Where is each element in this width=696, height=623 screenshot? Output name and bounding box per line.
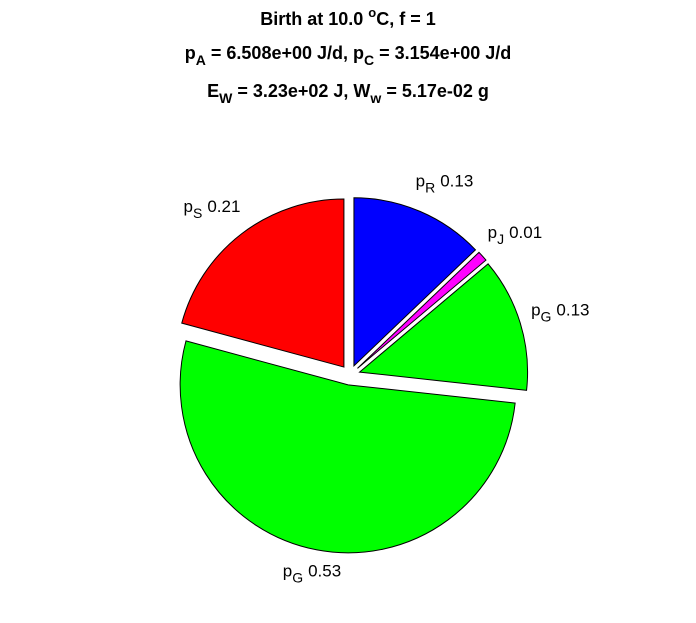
label-sub: S bbox=[193, 205, 202, 221]
label-value: 0.21 bbox=[207, 197, 240, 216]
label-sub: R bbox=[425, 180, 435, 196]
slice-label: pR 0.13 bbox=[416, 172, 474, 196]
title-line: pA = 6.508e+00 J/d, pC = 3.154e+00 J/d bbox=[185, 43, 511, 68]
title-text: C, f = 1 bbox=[376, 9, 436, 29]
pie-slice bbox=[353, 197, 477, 367]
label-name: p bbox=[416, 172, 425, 191]
label-name: p bbox=[184, 197, 193, 216]
title: Birth at 10.0 oC, f = 1 pA = 6.508e+00 J/… bbox=[185, 5, 511, 106]
pie-slice bbox=[358, 263, 529, 391]
label-name: p bbox=[283, 561, 292, 580]
title-sub: W bbox=[219, 90, 233, 106]
title-text: = 5.17e-02 g bbox=[381, 81, 489, 101]
pie-slice bbox=[181, 198, 345, 368]
title-text: E bbox=[207, 81, 219, 101]
title-text: = 3.154e+00 J/d bbox=[374, 43, 511, 63]
title-text: = 6.508e+00 J/d, p bbox=[206, 43, 364, 63]
slice-label: pG 0.13 bbox=[531, 300, 589, 324]
label-value: 0.13 bbox=[556, 300, 589, 319]
label-sub: G bbox=[541, 308, 552, 324]
title-sub: A bbox=[196, 52, 206, 68]
label-name: p bbox=[488, 223, 497, 242]
title-line: EW = 3.23e+02 J, Ww = 5.17e-02 g bbox=[207, 81, 489, 106]
title-text: = 3.23e+02 J, W bbox=[232, 81, 370, 101]
title-text: p bbox=[185, 43, 196, 63]
label-value: 0.13 bbox=[440, 172, 473, 191]
slice-label: pS 0.21 bbox=[184, 197, 241, 221]
title-sub: w bbox=[369, 90, 381, 106]
label-name: p bbox=[531, 300, 540, 319]
pie-slice bbox=[179, 340, 516, 554]
title-text: Birth at 10.0 bbox=[260, 9, 368, 29]
label-sub: G bbox=[292, 569, 303, 585]
pie-slice bbox=[357, 251, 487, 369]
slice-label: pJ 0.01 bbox=[488, 223, 543, 247]
label-value: 0.53 bbox=[308, 561, 341, 580]
title-line: Birth at 10.0 oC, f = 1 bbox=[260, 5, 436, 29]
label-sub: J bbox=[497, 231, 504, 247]
pie bbox=[179, 197, 529, 554]
slice-label: pG 0.53 bbox=[283, 561, 341, 585]
label-value: 0.01 bbox=[509, 223, 542, 242]
title-sup: o bbox=[368, 5, 376, 20]
title-sub: C bbox=[364, 52, 374, 68]
